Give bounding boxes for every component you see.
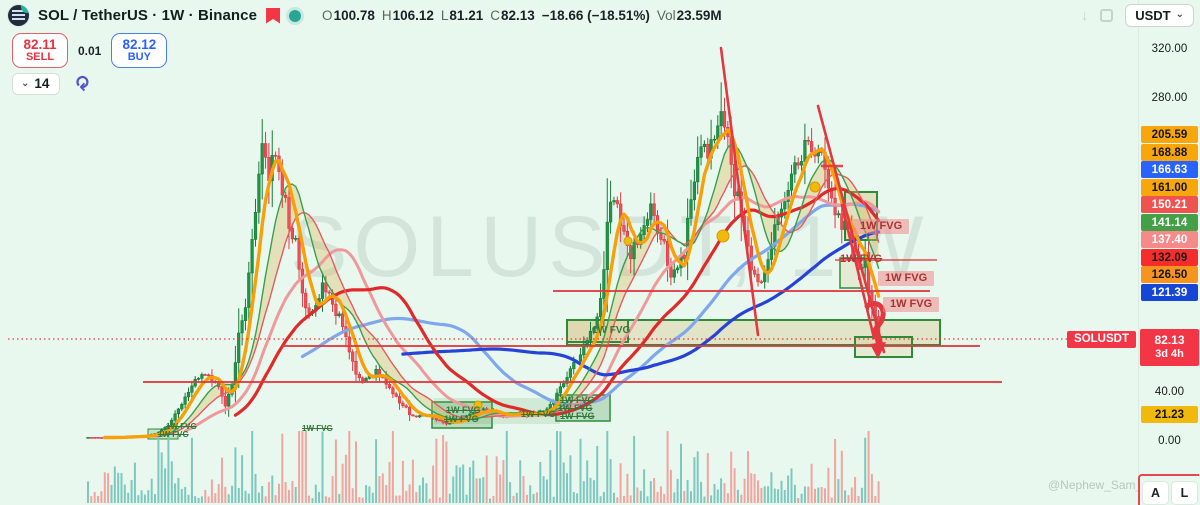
- author-watermark: @Nephew_Sam_: [1048, 478, 1143, 492]
- market-status-icon[interactable]: [289, 9, 302, 22]
- chart-legend: SOL / TetherUS · 1W · Binance O100.78 H1…: [8, 5, 722, 26]
- axis-corner: A L: [1138, 474, 1199, 505]
- high-value: 106.12: [392, 8, 434, 23]
- indicator-value-label: 205.59: [1141, 126, 1198, 143]
- indicator-value-label: 121.39: [1141, 284, 1198, 301]
- symbol-price-tag: SOLUSDT: [1067, 331, 1136, 348]
- high-label: H: [381, 8, 392, 23]
- current-price-label: 82.13 3d 4h: [1140, 329, 1199, 366]
- open-label: O: [322, 8, 333, 23]
- indicator-value-label: 161.00: [1141, 179, 1198, 196]
- buy-button[interactable]: 82.12 BUY: [111, 33, 168, 68]
- close-value: 82.13: [500, 8, 535, 23]
- chart-topbar-right: ↓ USDT ⌄: [1081, 4, 1194, 27]
- chart-quick-controls: ⌄ 14 ⟳: [12, 72, 92, 95]
- low-value: 81.21: [449, 8, 484, 23]
- log-scale-button[interactable]: L: [1172, 482, 1197, 504]
- trade-panel: 82.11 SELL 0.01 82.12 BUY: [12, 33, 168, 68]
- indicator-value-label: 137.40: [1141, 231, 1198, 248]
- close-label: C: [490, 8, 500, 23]
- chevron-down-icon: ⌄: [21, 77, 30, 89]
- indicator-value-label: 132.09: [1141, 249, 1198, 266]
- volume-value: 23.59M: [676, 8, 722, 23]
- solana-logo-icon: [8, 5, 29, 26]
- price-axis-tick: 40.00: [1154, 385, 1185, 398]
- refresh-icon[interactable]: ⟳: [70, 75, 92, 92]
- screenshot-icon[interactable]: [1100, 9, 1114, 22]
- download-icon[interactable]: ↓: [1080, 7, 1089, 24]
- currency-toggle-button[interactable]: USDT ⌄: [1125, 4, 1194, 27]
- low-label: L: [440, 8, 449, 23]
- indicator-value-label: 126.50: [1141, 266, 1198, 283]
- price-axis-tick: 0.00: [1158, 434, 1181, 447]
- open-value: 100.78: [333, 8, 375, 23]
- price-axis-tick: 320.00: [1151, 42, 1188, 55]
- bars-pattern-dropdown[interactable]: ⌄ 14: [12, 72, 61, 95]
- sell-button[interactable]: 82.11 SELL: [12, 33, 68, 68]
- indicator-value-label: 150.21: [1141, 196, 1198, 213]
- price-axis-tick: 280.00: [1151, 91, 1188, 104]
- volume-label: Vol: [656, 8, 676, 23]
- indicator-value-label: 168.88: [1141, 144, 1198, 161]
- indicator-value-label: 141.14: [1141, 214, 1198, 231]
- ohlc-readout: O100.78 H106.12 L81.21 C82.13 −18.66 (−1…: [322, 8, 722, 23]
- spread-value: 0.01: [78, 43, 102, 58]
- bar-countdown: 3d 4h: [1155, 348, 1184, 361]
- change-value: −18.66 (−18.51%): [541, 8, 650, 23]
- auto-scale-button[interactable]: A: [1143, 482, 1168, 504]
- chevron-down-icon: ⌄: [1175, 9, 1184, 20]
- indicator-value-label: 166.63: [1141, 161, 1198, 178]
- flag-icon[interactable]: [266, 7, 281, 24]
- symbol-title[interactable]: SOL / TetherUS · 1W · Binance: [38, 7, 258, 24]
- indicator-value-label: 21.23: [1141, 406, 1198, 423]
- price-axis[interactable]: 82.13 3d 4h A L 320.00 280.00 40.00 0.00 205…: [1138, 0, 1200, 505]
